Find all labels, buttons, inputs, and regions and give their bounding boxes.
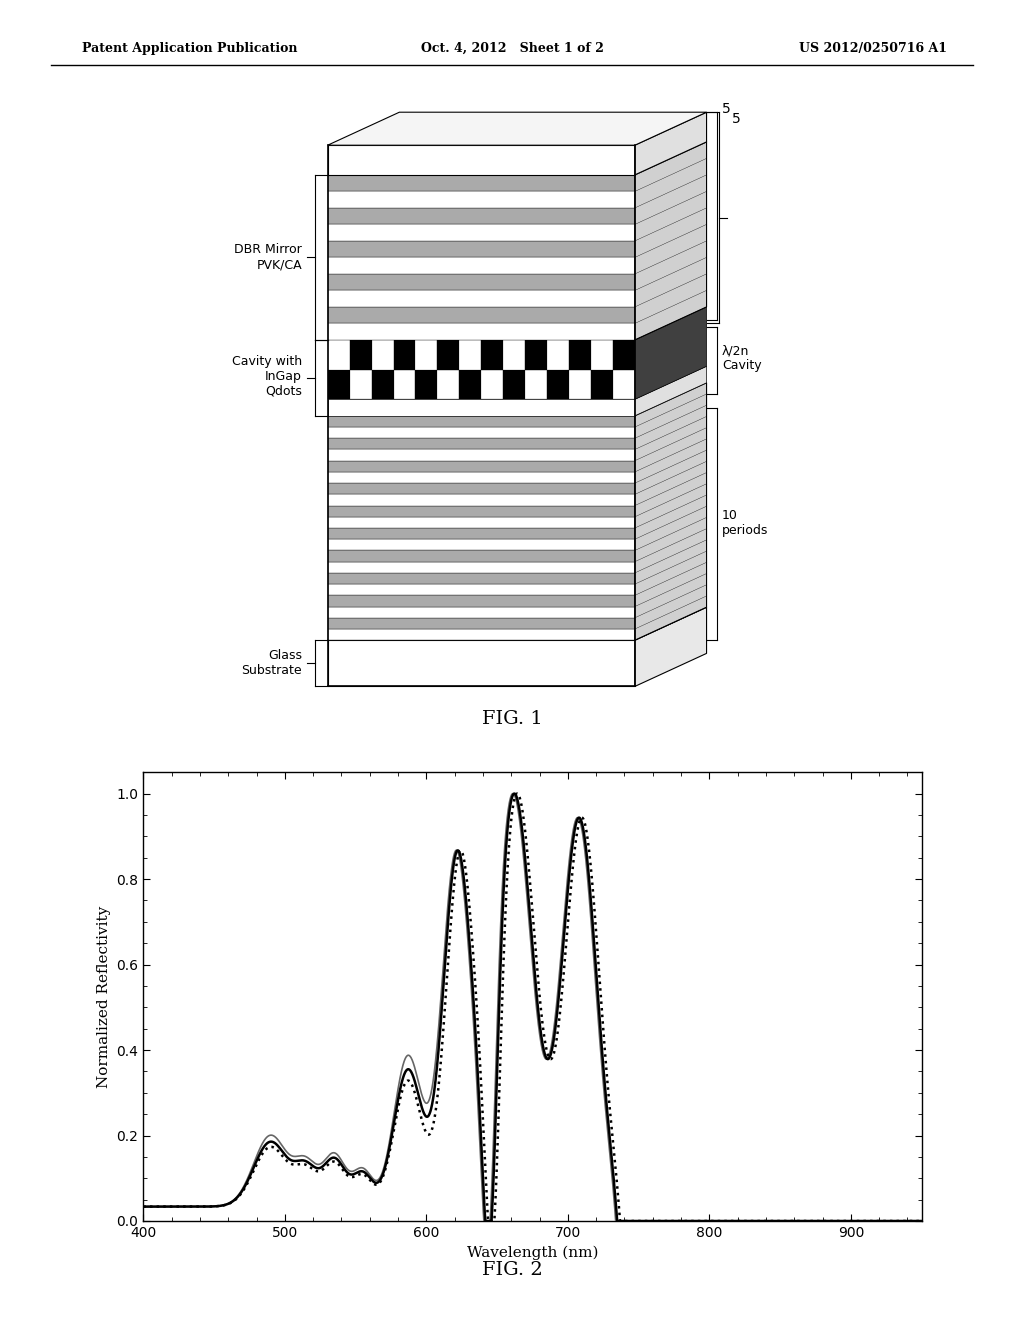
Polygon shape — [613, 341, 635, 370]
Polygon shape — [437, 370, 460, 399]
Polygon shape — [328, 370, 349, 399]
Text: 10
periods: 10 periods — [722, 510, 768, 537]
Text: λ/2n
Cavity: λ/2n Cavity — [722, 345, 762, 372]
Polygon shape — [328, 438, 635, 449]
Polygon shape — [372, 370, 393, 399]
Polygon shape — [328, 308, 635, 323]
Polygon shape — [547, 341, 569, 370]
Polygon shape — [635, 607, 707, 686]
Polygon shape — [328, 495, 635, 506]
Polygon shape — [328, 145, 635, 176]
Polygon shape — [635, 366, 707, 416]
Polygon shape — [328, 483, 635, 495]
Text: Oct. 4, 2012   Sheet 1 of 2: Oct. 4, 2012 Sheet 1 of 2 — [421, 42, 603, 55]
Polygon shape — [481, 370, 503, 399]
Polygon shape — [328, 618, 635, 630]
Polygon shape — [328, 242, 635, 257]
Text: DBR Mirror
PVK/CA: DBR Mirror PVK/CA — [234, 243, 302, 272]
X-axis label: Wavelength (nm): Wavelength (nm) — [467, 1245, 598, 1259]
Polygon shape — [503, 370, 525, 399]
Polygon shape — [328, 461, 635, 473]
Polygon shape — [328, 428, 635, 438]
Polygon shape — [328, 539, 635, 550]
Polygon shape — [393, 341, 416, 370]
Polygon shape — [328, 607, 635, 618]
Polygon shape — [328, 290, 635, 308]
Polygon shape — [393, 370, 416, 399]
Polygon shape — [328, 416, 635, 428]
Polygon shape — [613, 370, 635, 399]
Polygon shape — [460, 341, 481, 370]
Polygon shape — [328, 112, 707, 145]
Text: FIG. 2: FIG. 2 — [481, 1261, 543, 1279]
Y-axis label: Normalized Reflectivity: Normalized Reflectivity — [97, 906, 111, 1088]
Polygon shape — [547, 370, 569, 399]
Polygon shape — [328, 275, 635, 290]
Polygon shape — [460, 370, 481, 399]
Polygon shape — [481, 341, 503, 370]
Polygon shape — [349, 370, 372, 399]
Polygon shape — [328, 473, 635, 483]
Polygon shape — [328, 550, 635, 562]
Polygon shape — [328, 209, 635, 224]
Polygon shape — [328, 257, 635, 275]
Polygon shape — [328, 176, 635, 191]
Polygon shape — [328, 516, 635, 528]
Polygon shape — [372, 341, 393, 370]
Polygon shape — [328, 323, 635, 341]
Text: Glass
Substrate: Glass Substrate — [242, 649, 302, 677]
Text: Patent Application Publication: Patent Application Publication — [82, 42, 297, 55]
Polygon shape — [328, 562, 635, 573]
Polygon shape — [328, 528, 635, 539]
Polygon shape — [437, 341, 460, 370]
Polygon shape — [328, 224, 635, 242]
Text: US 2012/0250716 A1: US 2012/0250716 A1 — [799, 42, 947, 55]
Text: FIG. 1: FIG. 1 — [481, 710, 543, 729]
Polygon shape — [328, 341, 349, 370]
Text: 5: 5 — [732, 112, 741, 125]
Polygon shape — [328, 399, 635, 416]
Polygon shape — [328, 630, 635, 640]
Polygon shape — [328, 573, 635, 583]
Text: Cavity with
InGap
Qdots: Cavity with InGap Qdots — [232, 355, 302, 397]
Polygon shape — [416, 370, 437, 399]
Polygon shape — [525, 341, 547, 370]
Polygon shape — [328, 191, 635, 209]
Polygon shape — [328, 607, 707, 640]
Polygon shape — [635, 143, 707, 341]
Polygon shape — [591, 370, 613, 399]
Polygon shape — [525, 370, 547, 399]
Polygon shape — [569, 370, 591, 399]
Polygon shape — [635, 383, 707, 640]
Polygon shape — [635, 308, 707, 399]
Polygon shape — [635, 112, 707, 176]
Polygon shape — [328, 640, 635, 686]
Polygon shape — [328, 449, 635, 461]
Polygon shape — [328, 595, 635, 607]
Polygon shape — [328, 506, 635, 516]
Polygon shape — [591, 341, 613, 370]
Text: 5: 5 — [722, 102, 731, 116]
Polygon shape — [349, 341, 372, 370]
Polygon shape — [569, 341, 591, 370]
Polygon shape — [503, 341, 525, 370]
Polygon shape — [416, 341, 437, 370]
Polygon shape — [328, 583, 635, 595]
